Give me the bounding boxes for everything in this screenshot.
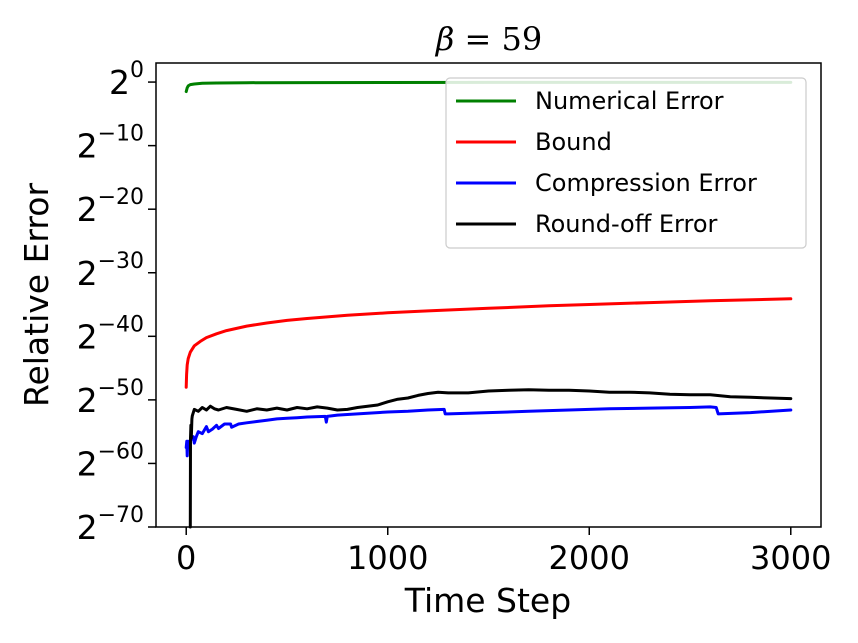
y-tick-label: 20 (109, 58, 144, 102)
legend: Numerical Error Bound Compression Error Rou… (445, 77, 807, 249)
legend-box (445, 77, 807, 249)
y-tick-label: 2−60 (77, 439, 144, 483)
y-axis-label: Relative Error (17, 183, 56, 407)
y-tick-label: 2−30 (77, 249, 144, 293)
chart-title-symbol: β (435, 20, 455, 58)
chart-title: β = 59 (435, 20, 542, 58)
legend-label-2: Compression Error (535, 169, 757, 197)
y-tick-label: 2−50 (77, 376, 144, 420)
series-line-3 (188, 388, 793, 529)
chart-title-rest: = 59 (454, 20, 542, 58)
y-axis: 20 2−10 2−20 2−30 2−40 2−50 2−60 2−70 (77, 58, 156, 547)
legend-label-0: Numerical Error (535, 87, 724, 115)
y-tick-label: 2−70 (77, 503, 144, 547)
y-tick-label: 2−10 (77, 122, 144, 166)
plot-frame (155, 62, 822, 528)
x-axis: 0 1000 2000 3000 (176, 527, 831, 577)
legend-label-1: Bound (535, 128, 612, 156)
series-line-2 (184, 405, 793, 458)
x-tick-label: 0 (176, 539, 196, 577)
legend-label-3: Round-off Error (535, 210, 718, 238)
x-tick-label: 2000 (549, 539, 630, 577)
y-tick-label: 2−20 (77, 185, 144, 229)
x-axis-label: Time Step (404, 581, 571, 620)
y-tick-label: 2−40 (77, 312, 144, 356)
x-tick-label: 1000 (347, 539, 428, 577)
series-line-1 (184, 297, 793, 389)
x-tick-label: 3000 (750, 539, 831, 577)
